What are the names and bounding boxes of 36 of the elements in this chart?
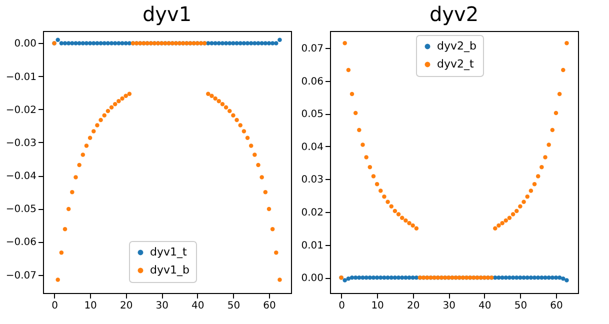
y-tick-label: −0.05 [6,204,36,216]
y-tick-label: 0.02 [301,208,324,219]
x-tick-label: 20 [406,300,420,312]
y-tick-label: −0.07 [6,270,36,282]
y-tick-label: −0.03 [6,138,36,149]
y-tick-label: 0.05 [301,109,324,120]
y-tick-label: 0.04 [301,142,324,153]
x-tick-label: 60 [263,300,276,312]
x-tick-label: 0 [52,300,58,312]
legend-label: dyv1_b [150,264,190,276]
y-tick-label: −0.06 [6,237,36,248]
x-tick-label: 10 [84,300,97,312]
legend-label: dyv1_t [150,246,188,258]
y-tick-label: 0.01 [301,240,324,252]
x-tick-label: 20 [120,300,133,312]
y-tick-label: 0.00 [14,38,36,50]
y-tick-label: −0.02 [6,104,36,116]
y-tick-label: −0.04 [6,171,36,182]
x-tick-label: 30 [442,300,456,312]
y-tick-label: 0.06 [301,76,324,88]
x-tick-label: 50 [514,300,528,312]
y-tick-label: 0.03 [301,174,324,186]
chart-title: dyv1 [142,2,192,26]
x-tick-label: 40 [192,300,204,312]
x-tick-label: 60 [550,300,563,312]
legend-label: dyv2_t [437,58,474,70]
x-tick-label: 0 [338,300,345,312]
y-tick-label: −0.01 [6,72,36,83]
x-tick-label: 10 [371,300,384,312]
x-tick-label: 30 [156,300,168,312]
y-tick-label: 0.07 [301,44,324,55]
x-tick-label: 40 [478,300,492,312]
x-tick-label: 50 [227,300,240,312]
chart-title: dyv2 [429,2,479,26]
legend-label: dyv2_b [437,40,476,52]
y-tick-label: 0.00 [301,273,324,284]
